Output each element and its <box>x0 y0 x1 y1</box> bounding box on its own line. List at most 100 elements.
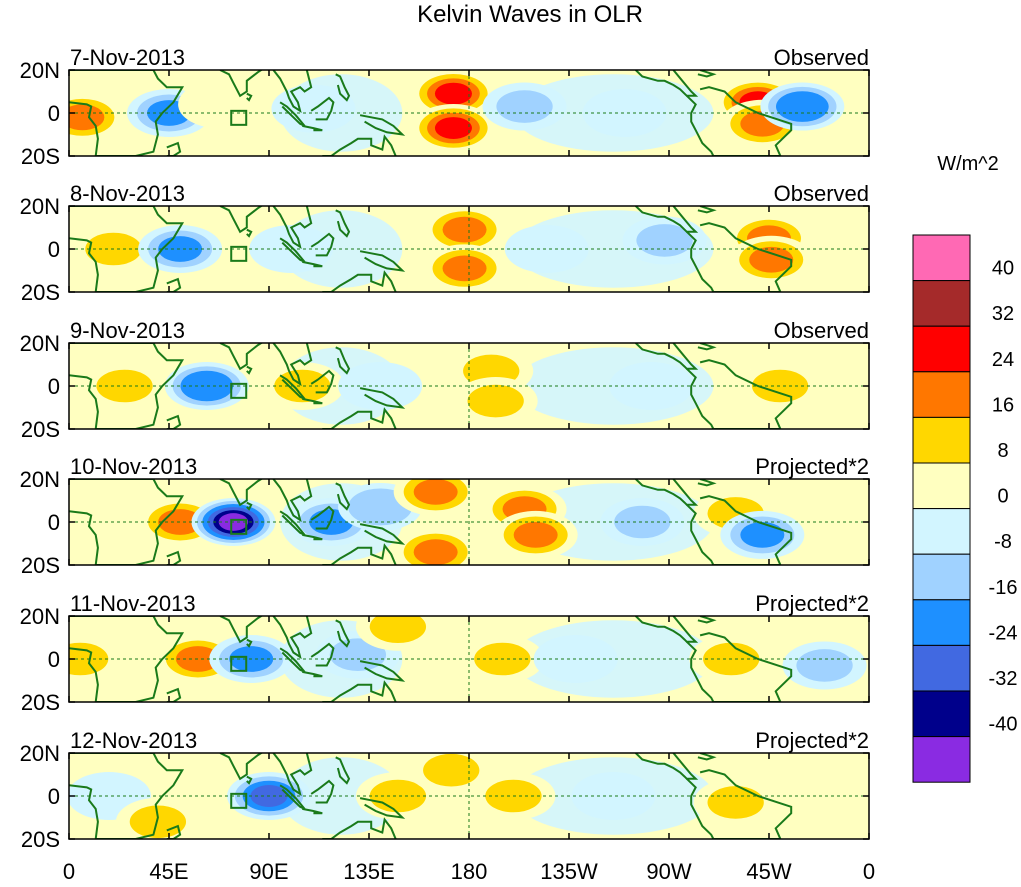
coastline-borneo <box>310 779 335 804</box>
colorbar-swatch <box>912 416 971 464</box>
anomaly-contour <box>740 522 785 548</box>
anomaly-contour <box>467 384 524 418</box>
coastline-india <box>219 753 269 781</box>
anomaly-contour <box>413 539 458 565</box>
panel-4: 20N 0 20S 10-Nov-2013 Projected*2 <box>20 454 870 578</box>
coastline-madagascar <box>166 687 182 702</box>
colorbar-label: -8 <box>994 531 1012 553</box>
coastline-java <box>302 124 323 132</box>
colorbar-label: -24 <box>989 622 1018 644</box>
coastline-mexico <box>635 343 699 370</box>
lon-label: 180 <box>451 859 488 884</box>
coastline-newguinea <box>359 660 406 682</box>
anomaly-field <box>69 70 845 153</box>
coastline-samerica <box>686 769 793 839</box>
coastline-india <box>219 70 269 98</box>
panel-type-label: Observed <box>774 45 869 70</box>
coastline-java <box>302 397 323 405</box>
colorbar-label: 32 <box>992 303 1014 325</box>
coastline-srilanka <box>246 92 253 102</box>
lon-label: 90E <box>249 859 288 884</box>
coastline-madagascar <box>166 550 182 565</box>
colorbar-swatch <box>912 553 971 601</box>
colorbar-swatch <box>912 736 971 783</box>
lat-label: 20N <box>20 331 60 356</box>
panels: 20N 0 20S 7-Nov-2013 Observed 20N 0 20S 8-Nov-20… <box>20 45 870 852</box>
coastline-australia <box>322 270 397 292</box>
coastline-samerica <box>686 495 793 565</box>
lon-label: 90W <box>646 859 691 884</box>
coastline-australia <box>322 407 397 429</box>
lon-label: 45E <box>149 859 188 884</box>
coastline-newguinea <box>359 387 406 409</box>
units-label: W/m^2 <box>937 153 999 175</box>
coastline-borneo <box>310 232 335 257</box>
anomaly-contour <box>751 369 809 403</box>
panel-date-label: 10-Nov-2013 <box>70 454 197 479</box>
coastline-newguinea <box>359 250 406 272</box>
coastline-newguinea <box>359 114 406 136</box>
coastlines <box>69 206 793 292</box>
panel-5: 20N 0 20S 11-Nov-2013 Projected*2 <box>20 591 870 715</box>
panel-date-label: 11-Nov-2013 <box>70 591 196 616</box>
anomaly-contour <box>188 375 226 397</box>
panel-date-label: 12-Nov-2013 <box>70 728 197 753</box>
anomaly-contour <box>442 255 487 282</box>
lon-label: 135W <box>540 859 598 884</box>
coastline-seasia <box>272 343 313 387</box>
lat-label: 20S <box>21 827 60 852</box>
anomaly-contour <box>571 772 656 820</box>
coastline-india <box>219 616 269 644</box>
coastline-samerica <box>686 359 793 429</box>
longitude-axis: 0 45E 90E 135E 180 135W 90W 45W 0 <box>63 859 875 884</box>
anomaly-contour <box>358 494 403 520</box>
coastline-seasia <box>272 616 313 660</box>
coastline-philippines <box>335 346 351 375</box>
panel-2: 20N 0 20S 8-Nov-2013 Observed <box>20 181 870 305</box>
colorbar-swatch <box>912 325 971 373</box>
anomaly-contour <box>496 90 553 123</box>
coastline-seasia <box>272 479 313 523</box>
lon-label: 135E <box>343 859 394 884</box>
anomaly-contour <box>178 80 263 129</box>
lat-label: 20S <box>21 690 60 715</box>
lat-label: 0 <box>48 374 60 399</box>
coastline-madagascar <box>166 824 182 839</box>
colorbar-label: 40 <box>992 258 1014 280</box>
colorbar-label: 0 <box>997 486 1008 508</box>
coastline-philippines <box>335 619 351 648</box>
coastline-samerica <box>686 222 793 292</box>
panel-3: 20N 0 20S 9-Nov-2013 Observed <box>20 318 870 442</box>
figure-title: Kelvin Waves in OLR <box>417 1 643 28</box>
lon-label: 45W <box>746 859 791 884</box>
coastline-africa <box>69 206 185 292</box>
coastline-africa <box>69 616 185 702</box>
coastline-madagascar <box>166 141 182 156</box>
lat-label: 20N <box>20 467 60 492</box>
anomaly-contour <box>636 224 693 257</box>
coastline-madagascar <box>166 414 182 429</box>
coastline-australia <box>322 134 397 156</box>
anomaly-contour <box>796 649 853 682</box>
colorbar-label: -32 <box>989 668 1018 690</box>
colorbar: 40 32 24 16 8 0 -8 -16 -24 -32 -40 <box>912 234 1018 783</box>
coastline-mexico <box>635 479 699 506</box>
anomaly-contour <box>338 362 423 410</box>
colorbar-label: 24 <box>992 349 1014 371</box>
coastline-seasia <box>272 70 313 114</box>
coastline-africa <box>69 479 185 565</box>
anomaly-contour <box>274 369 331 403</box>
anomaly-contour <box>434 117 472 140</box>
coastline-borneo <box>310 505 335 530</box>
lon-label: 0 <box>863 859 875 884</box>
anomaly-contour <box>80 779 138 813</box>
anomaly-contour <box>442 216 487 243</box>
anomaly-contour <box>434 82 472 105</box>
panel-6: 20N 0 20S 12-Nov-2013 Projected*2 <box>20 728 870 852</box>
lat-label: 0 <box>48 237 60 262</box>
colorbar-swatch <box>912 508 971 555</box>
coastline-seasia <box>272 753 313 797</box>
reference-box <box>230 518 248 535</box>
anomaly-contour <box>783 95 821 118</box>
